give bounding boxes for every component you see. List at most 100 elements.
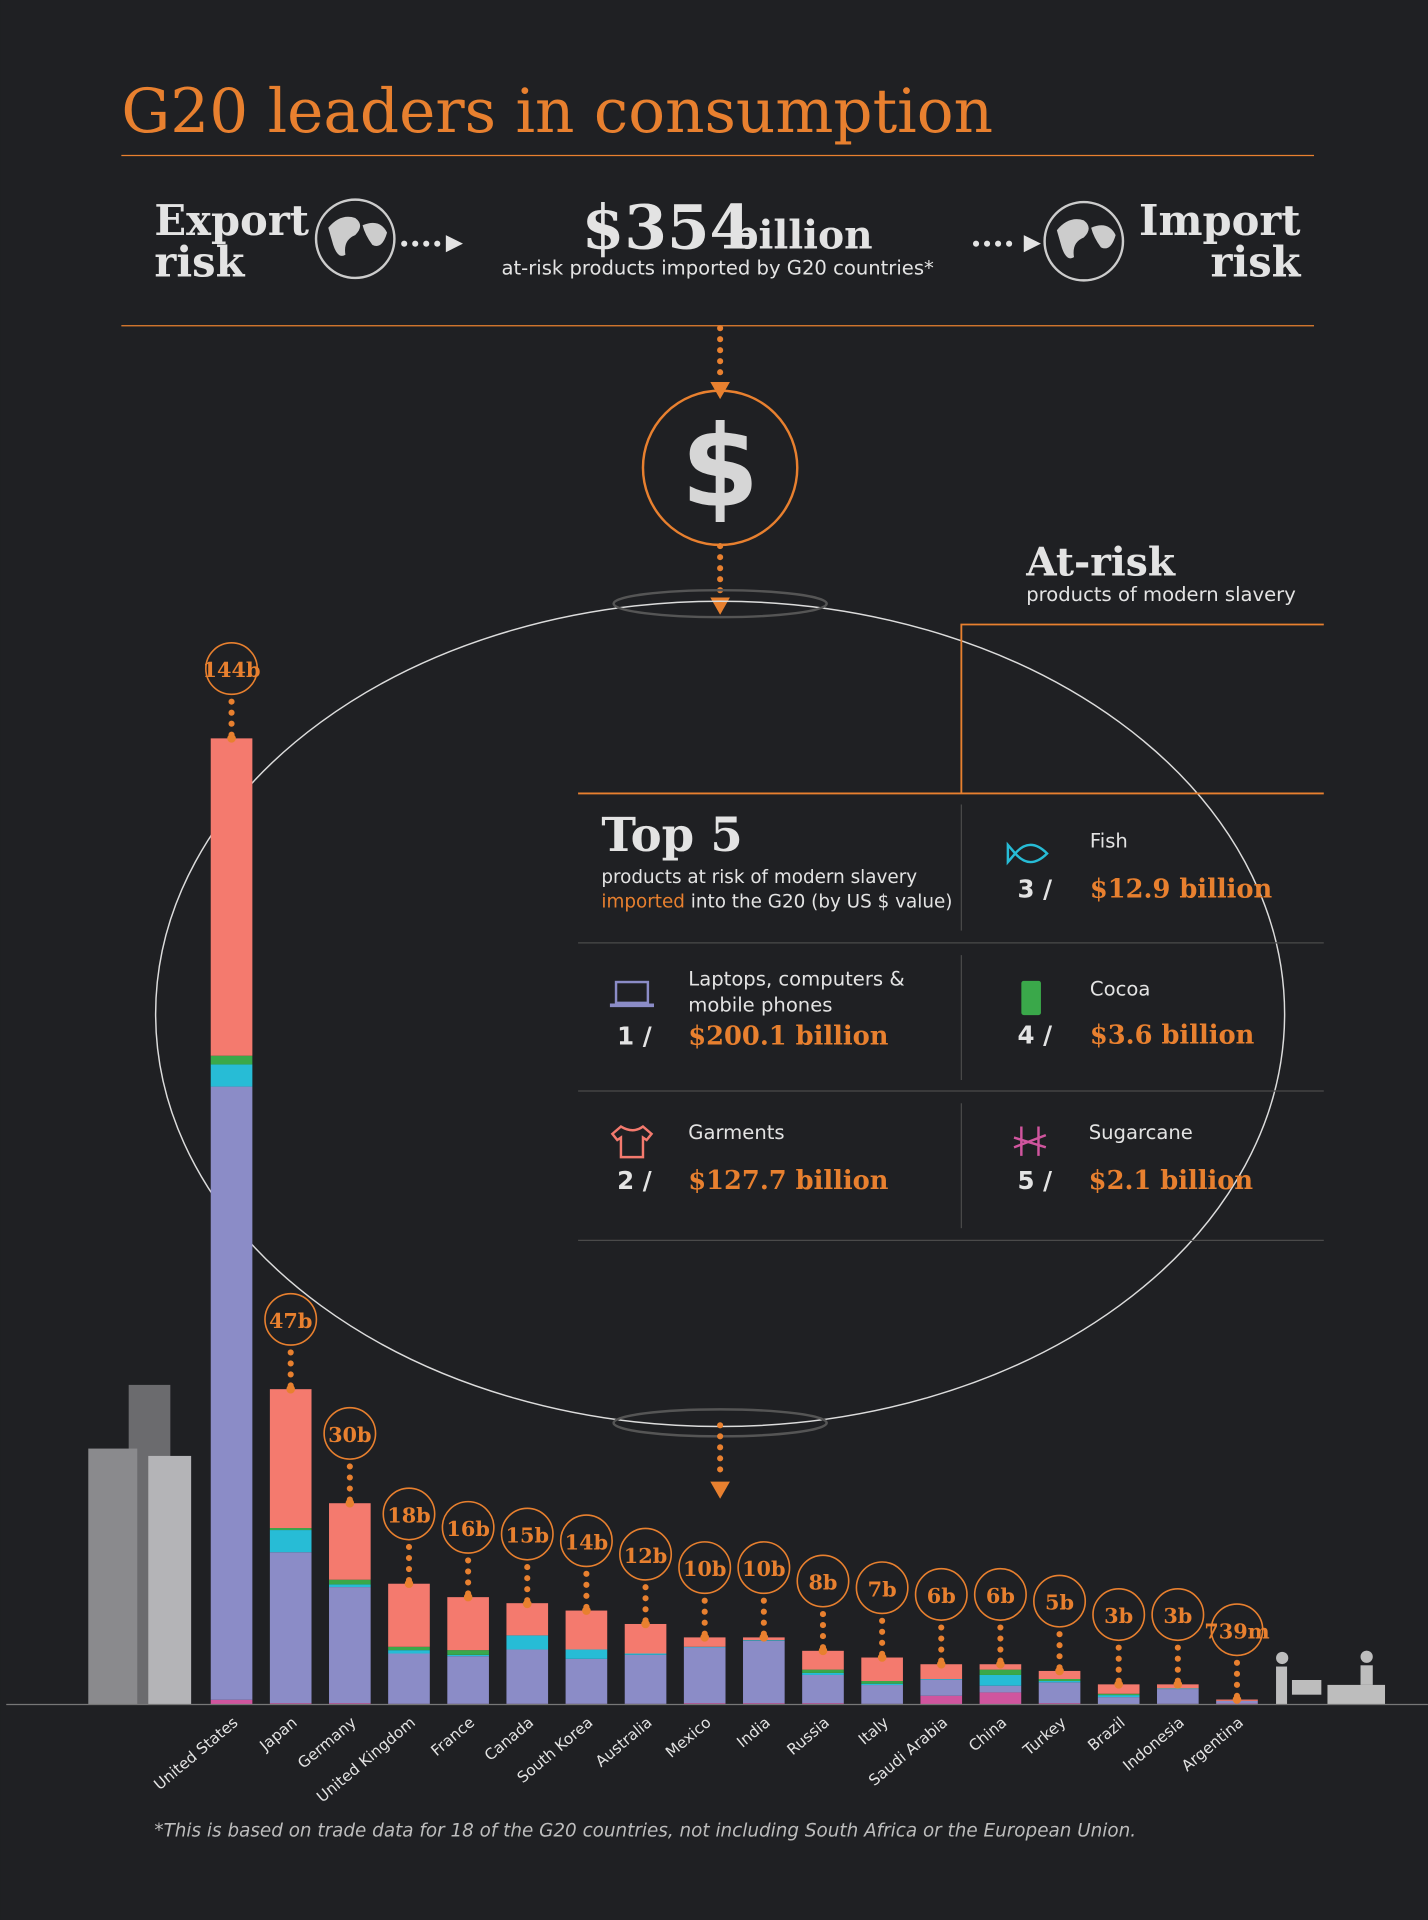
amount: $127.7 billion (688, 1166, 888, 1196)
rank: 3 / (1018, 875, 1053, 904)
headline-amount: $354 (582, 193, 752, 264)
ring (612, 588, 828, 619)
total-label: 10b (683, 1556, 726, 1581)
rank: 1 / (617, 1021, 652, 1050)
total-dot (1114, 1680, 1123, 1689)
bar-segment (565, 1658, 608, 1704)
buildings (88, 1384, 192, 1705)
total-dot (345, 1498, 355, 1508)
legend-icon (1013, 1126, 1047, 1156)
bar-segment (447, 1654, 489, 1657)
total-label: 47b (269, 1308, 312, 1333)
total-label: 14b (565, 1529, 608, 1554)
bar-segment (210, 1699, 253, 1705)
bar-segment (1157, 1689, 1199, 1704)
total-circle (914, 1567, 968, 1621)
footnote: *This is based on trade data for 18 of t… (154, 1821, 1136, 1842)
bar-segment (802, 1674, 844, 1704)
bar-segment (329, 1503, 371, 1580)
bar-segment (802, 1669, 844, 1673)
total-dot (286, 1384, 295, 1394)
total-label: 30b (328, 1422, 371, 1447)
bar-segment (269, 1552, 312, 1704)
total-label: 6b (927, 1583, 956, 1608)
total-circle (1151, 1588, 1205, 1642)
bar-segment (506, 1603, 549, 1636)
total-label: 10b (742, 1556, 785, 1581)
bar-segment (447, 1656, 489, 1704)
bar-segment (565, 1649, 608, 1659)
bar-segment (920, 1664, 963, 1679)
bar-segment (1097, 1695, 1140, 1698)
total-dot (641, 1619, 650, 1629)
panel-grid (578, 792, 1324, 1242)
bar-segment (1038, 1681, 1081, 1683)
total-label: 6b (986, 1583, 1015, 1608)
bar-segment (1097, 1697, 1140, 1705)
legend-label: Fish (1089, 828, 1128, 853)
total-label: 144b (203, 657, 261, 682)
total-dot (1173, 1680, 1183, 1689)
legend-icon (1021, 980, 1041, 1016)
dollar-icon: $ (681, 401, 759, 533)
headline-caption: at-risk products imported by G20 countri… (501, 256, 934, 279)
total-dot (1232, 1695, 1242, 1704)
legend-entry: Laptops, computers & mobile phones (688, 967, 904, 1016)
rank: 5 / (1018, 1166, 1053, 1195)
bar-segment (388, 1650, 430, 1654)
bar-segment (802, 1703, 844, 1705)
export-risk: Export (154, 196, 309, 245)
bar-segment (920, 1679, 963, 1696)
total-circle (559, 1514, 613, 1568)
bar-segment (388, 1583, 430, 1647)
total-circle (1033, 1574, 1087, 1628)
bar-segment (269, 1528, 312, 1531)
bar-segment (1038, 1703, 1081, 1705)
total-circle (1092, 1588, 1146, 1642)
total-label: 12b (624, 1543, 667, 1568)
bar-segment (624, 1653, 667, 1655)
bar-segment (269, 1530, 312, 1553)
bar-segment (506, 1649, 549, 1704)
total-circle (441, 1500, 495, 1554)
total-dot (522, 1599, 532, 1609)
bar-segment (447, 1597, 489, 1651)
bar-segment (861, 1681, 903, 1684)
bar-segment (802, 1672, 844, 1675)
total-label: 16b (446, 1516, 489, 1541)
total-circle (737, 1541, 791, 1595)
bar-segment (683, 1637, 726, 1647)
bar-segment (920, 1695, 963, 1705)
bar-segment (329, 1584, 371, 1588)
highlight: imported (601, 891, 685, 912)
bar-segment (861, 1657, 903, 1682)
bar-segment (1157, 1688, 1199, 1690)
total-label: 15b (506, 1523, 549, 1548)
arrow-head (445, 235, 463, 253)
total-dot (463, 1592, 473, 1602)
total-label: 3b (1104, 1603, 1133, 1628)
import-risk: risk (1210, 238, 1301, 287)
top5-subtitle-rest: into the G20 (by US $ value) (691, 891, 953, 912)
bar-segment (979, 1685, 1022, 1693)
legend-label: Garments (688, 1120, 785, 1144)
amount: $12.9 billion (1090, 875, 1273, 905)
total-dot (877, 1653, 887, 1662)
export-risk: risk (154, 238, 245, 287)
total-circle (855, 1561, 909, 1615)
rank: 2 / (617, 1166, 652, 1195)
bar-segment (979, 1692, 1022, 1705)
legend-icon (1006, 841, 1049, 866)
bar-segment (979, 1674, 1022, 1686)
total-circle (382, 1487, 436, 1541)
total-label: 7b (868, 1576, 897, 1601)
bar-segment (1097, 1693, 1140, 1696)
bar-segment (624, 1654, 667, 1704)
total-dot (818, 1646, 828, 1656)
bar-segment (210, 1064, 253, 1087)
bar-segment (210, 738, 253, 1056)
at-risk-title: At-risk (1025, 540, 1176, 586)
bar-segment (683, 1647, 726, 1704)
total-circle (500, 1507, 554, 1561)
total-label: 3b (1163, 1603, 1192, 1628)
